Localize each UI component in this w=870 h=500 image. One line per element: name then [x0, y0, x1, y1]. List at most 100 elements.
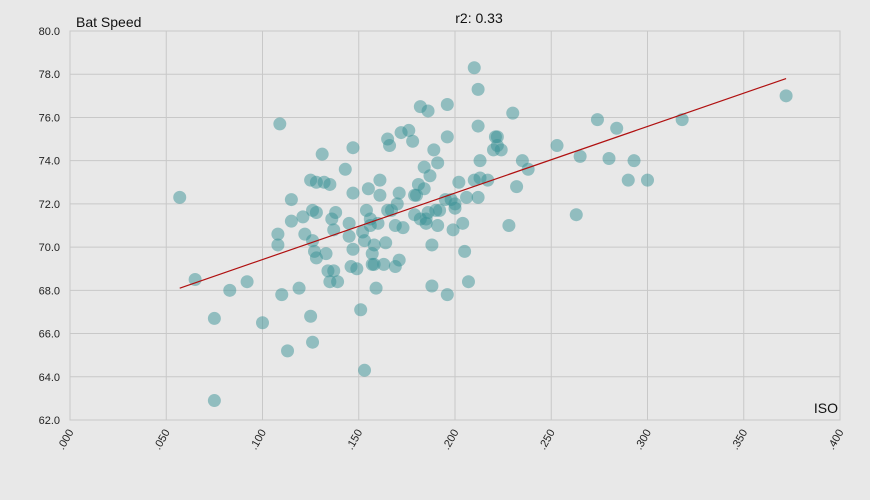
data-point [471, 119, 485, 133]
data-point [377, 257, 391, 271]
data-point [323, 177, 337, 191]
data-point [342, 216, 356, 230]
x-tick-label: .100 [248, 428, 269, 453]
data-point [284, 193, 298, 207]
data-point [494, 143, 508, 157]
data-point [173, 190, 187, 204]
data-point [502, 219, 516, 232]
data-point [367, 257, 381, 271]
data-point [296, 210, 310, 224]
x-tick-label: .200 [440, 428, 461, 453]
data-point [641, 173, 654, 187]
data-point [309, 206, 323, 220]
data-point [275, 288, 289, 302]
y-tick-label: 62.0 [39, 415, 60, 427]
data-point [346, 242, 360, 256]
grid [69, 30, 841, 421]
data-point [207, 311, 221, 325]
data-point [460, 190, 474, 204]
data-point [779, 89, 793, 103]
data-point [281, 344, 295, 358]
x-tick-label: .250 [537, 428, 558, 453]
data-point [510, 180, 524, 194]
data-point [319, 247, 333, 261]
data-point [421, 104, 435, 118]
data-point [367, 238, 381, 252]
data-point [550, 139, 564, 153]
y-tick-label: 72.0 [39, 199, 60, 211]
data-point [304, 309, 318, 323]
y-tick-label: 68.0 [39, 285, 60, 297]
y-tick-label: 76.0 [39, 112, 60, 124]
data-point [621, 173, 635, 187]
x-tick-label: .300 [633, 428, 654, 453]
data-point [467, 61, 481, 75]
data-point [327, 223, 341, 237]
x-tick-label: .400 [825, 428, 846, 453]
y-tick-label: 80.0 [39, 26, 60, 38]
data-point [329, 206, 343, 220]
data-point [331, 275, 345, 289]
data-point [427, 143, 441, 157]
data-point [379, 236, 393, 250]
y-axis-ticks: 62.0 64.0 66.0 68.0 70.0 72.0 74.0 76.0 78.0 80.0 [39, 26, 60, 427]
x-axis-label: ISO [814, 400, 838, 416]
y-tick-label: 64.0 [39, 372, 60, 384]
data-point [440, 130, 454, 144]
y-axis-label: Bat Speed [76, 14, 141, 30]
data-point [610, 121, 624, 135]
data-point [256, 316, 269, 330]
data-point [392, 186, 406, 200]
data-point [350, 262, 364, 276]
data-point [446, 223, 460, 237]
data-point [423, 169, 437, 183]
data-point [675, 113, 689, 127]
data-point [417, 182, 431, 196]
data-point [471, 190, 485, 204]
data-point [392, 253, 406, 267]
data-point [188, 273, 202, 287]
data-point [240, 275, 254, 289]
data-point [590, 113, 604, 127]
data-point [425, 279, 439, 293]
data-point [602, 152, 616, 166]
data-point [342, 229, 356, 243]
data-point [271, 227, 285, 241]
x-tick-label: .150 [344, 428, 365, 453]
data-point [402, 123, 416, 137]
x-tick-label: .350 [729, 428, 750, 453]
data-point [315, 147, 329, 161]
data-point [346, 186, 360, 200]
data-point [354, 303, 368, 317]
data-point [207, 394, 221, 408]
data-point [456, 216, 470, 230]
data-point [306, 335, 320, 349]
data-point [223, 283, 237, 297]
data-point [440, 288, 454, 302]
x-tick-label: .000 [55, 428, 76, 453]
data-point [506, 106, 520, 120]
data-point [273, 117, 287, 131]
data-point [371, 216, 385, 230]
data-point [569, 208, 583, 222]
data-point [373, 173, 387, 187]
data-point [431, 219, 445, 232]
data-point [327, 264, 341, 278]
y-tick-label: 66.0 [39, 329, 60, 341]
data-point [425, 238, 439, 252]
data-point [471, 82, 485, 96]
data-point [573, 149, 587, 163]
data-point [448, 197, 462, 211]
data-point [433, 203, 447, 217]
x-tick-label: .050 [152, 428, 173, 453]
x-axis-ticks: .000 .050 .100 .150 .200 .250 .300 .350 .400 [55, 428, 846, 453]
data-point [373, 188, 387, 202]
data-point [461, 275, 475, 289]
data-point [458, 244, 472, 258]
data-point [292, 281, 306, 295]
data-point [452, 175, 466, 189]
chart-title: r2: 0.33 [455, 10, 503, 26]
data-point [271, 238, 285, 252]
y-tick-label: 78.0 [39, 69, 60, 81]
data-point [431, 156, 445, 170]
